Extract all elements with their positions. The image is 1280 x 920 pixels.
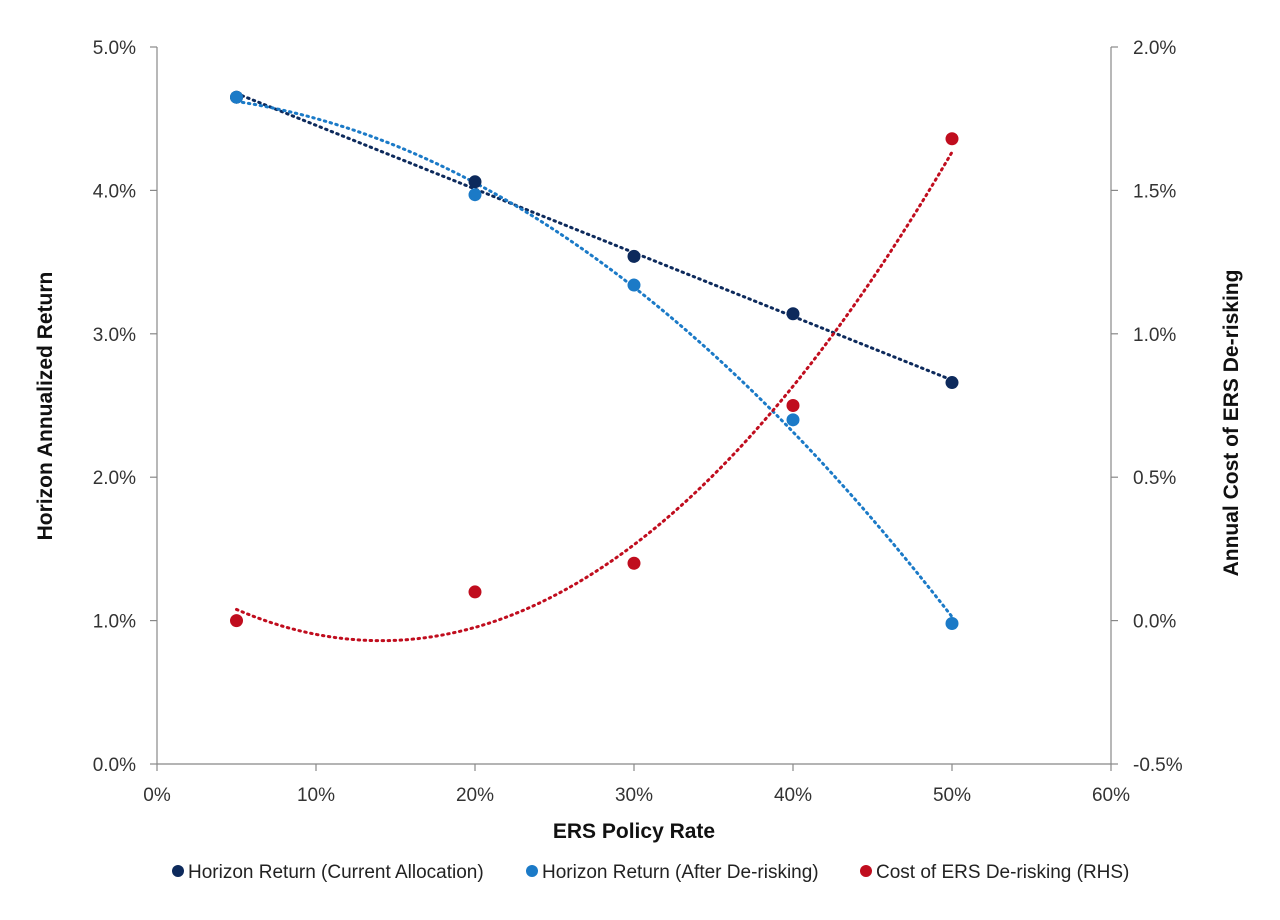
trendline-current: [235, 91, 954, 382]
legend: Horizon Return (Current Allocation) Hori…: [172, 862, 1129, 883]
trendlines: [235, 91, 954, 643]
x-tick-label: 50%: [933, 785, 971, 806]
point-derisked: [230, 90, 243, 104]
point-derisked: [627, 278, 641, 292]
y2-tick-label: 1.5%: [1133, 181, 1176, 202]
y-tick-label: 3.0%: [93, 325, 136, 346]
legend-label-derisked: Horizon Return (After De-risking): [542, 862, 819, 883]
x-tick-label: 30%: [615, 785, 653, 806]
y2-tick-label: 1.0%: [1133, 325, 1176, 346]
point-current: [945, 376, 959, 390]
x-tick-label: 20%: [456, 785, 494, 806]
y2-tick-label: -0.5%: [1133, 755, 1183, 776]
legend-marker-cost: [860, 865, 872, 877]
point-cost: [945, 132, 959, 146]
data-points: [230, 90, 959, 630]
x-tick-label: 60%: [1092, 785, 1130, 806]
trendline-derisked: [235, 99, 954, 619]
y2-axis-title: Annual Cost of ERS De-risking: [1220, 270, 1243, 577]
x-tick-label: 40%: [774, 785, 812, 806]
x-tick-label: 10%: [297, 785, 335, 806]
y2-tick-label: 2.0%: [1133, 38, 1176, 59]
y2-tick-label: 0.5%: [1133, 468, 1176, 489]
y-axis-title: Horizon Annualized Return: [34, 272, 57, 541]
point-current: [627, 249, 641, 263]
y-tick-label: 1.0%: [93, 612, 136, 633]
legend-label-cost: Cost of ERS De-risking (RHS): [876, 862, 1129, 883]
legend-marker-derisked: [526, 865, 538, 877]
point-cost: [627, 556, 641, 570]
point-cost: [468, 585, 482, 599]
y-tick-label: 5.0%: [93, 38, 136, 59]
point-current: [786, 307, 800, 321]
point-derisked: [945, 616, 959, 630]
axes: 0% 10% 20% 30% 40% 50% 60% 0.0% 1.0% 2.0% 3.0% 4.0%…: [93, 38, 1183, 806]
x-axis-title: ERS Policy Rate: [553, 820, 715, 843]
point-cost: [786, 399, 800, 412]
y-tick-label: 0.0%: [93, 755, 136, 776]
x-tick-label: 0%: [143, 785, 171, 806]
y-tick-label: 4.0%: [93, 181, 136, 202]
point-derisked: [468, 188, 482, 202]
legend-label-current: Horizon Return (Current Allocation): [188, 862, 484, 883]
y-tick-label: 2.0%: [93, 468, 136, 489]
trendline-cost: [235, 150, 954, 643]
point-cost: [230, 614, 243, 628]
point-derisked: [786, 413, 800, 427]
y2-tick-label: 0.0%: [1133, 612, 1176, 633]
legend-marker-current: [172, 865, 184, 877]
point-current: [468, 175, 482, 189]
